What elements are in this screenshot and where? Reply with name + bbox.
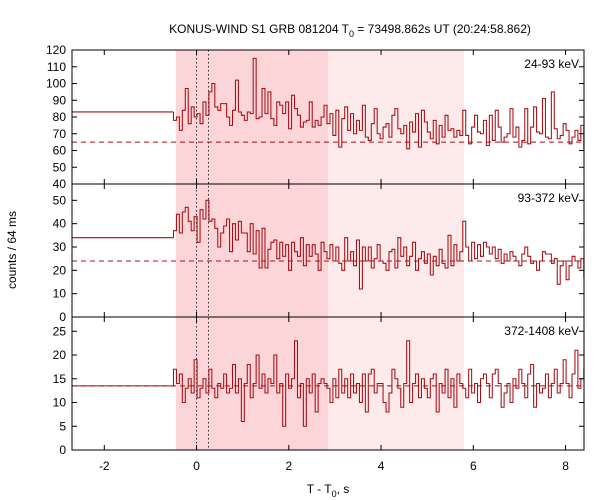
y-tick-label: 5: [59, 419, 66, 433]
y-tick-label: 0: [59, 443, 66, 457]
x-axis-title-subscript: 0: [332, 489, 337, 499]
y-tick-label: 20: [53, 348, 67, 362]
light-curve-series: [172, 57, 585, 150]
x-tick-label: 2: [285, 459, 292, 473]
chart-title-main: KONUS-WIND S1 GRB 081204 T: [169, 22, 350, 36]
y-tick-label: 40: [53, 177, 67, 191]
y-tick-label: 10: [53, 396, 67, 410]
y-tick-label: 60: [53, 144, 67, 158]
light-curve-series: [172, 331, 585, 427]
y-tick-label: 110: [47, 60, 66, 74]
y-tick-label: 70: [53, 127, 67, 141]
y-tick-label: 100: [46, 77, 66, 91]
y-tick-label: 10: [53, 287, 67, 301]
chart-title-subscript: 0: [349, 29, 354, 39]
y-tick-label: 50: [53, 193, 67, 207]
y-tick-label: 15: [53, 372, 67, 386]
y-tick-label: 20: [53, 263, 67, 277]
x-tick-label: -2: [99, 459, 110, 473]
shaded-interval-inner: [175, 50, 328, 450]
y-tick-label: 25: [53, 324, 67, 338]
chart-title: KONUS-WIND S1 GRB 081204 T0 = 73498.862s…: [169, 22, 531, 39]
y-tick-label: 80: [53, 110, 67, 124]
y-tick-label: 50: [53, 160, 67, 174]
x-axis-title-rest: , s: [337, 482, 350, 496]
chart-title-rest: = 73498.862s UT (20:24:58.862): [354, 22, 531, 36]
light-curve-series: [172, 199, 585, 290]
y-tick-label: 40: [53, 217, 67, 231]
x-tick-label: 0: [193, 459, 200, 473]
energy-band-label: 24-93 keV: [524, 57, 579, 71]
x-tick-label: 4: [378, 459, 385, 473]
x-tick-label: 6: [470, 459, 477, 473]
x-axis-title-main: T - T: [307, 482, 333, 496]
y-tick-label: 30: [53, 240, 67, 254]
x-tick-label: 8: [562, 459, 569, 473]
x-axis-title: T - T0, s: [307, 482, 350, 499]
panel-1: 40 50 60 70 80 90 100 110 120 24-93 keV: [46, 43, 585, 191]
y-tick-label: 90: [53, 93, 67, 107]
energy-band-label: 372-1408 keV: [504, 324, 579, 338]
energy-band-label: 93-372 keV: [518, 191, 579, 205]
panel-3: 0 5 10 15 20 25 372-1408 keV: [53, 316, 585, 457]
y-tick-label: 0: [59, 310, 66, 324]
y-axis-title: counts / 64 ms: [5, 211, 19, 289]
panel-frame: [71, 316, 585, 451]
y-tick-label: 120: [46, 43, 66, 57]
